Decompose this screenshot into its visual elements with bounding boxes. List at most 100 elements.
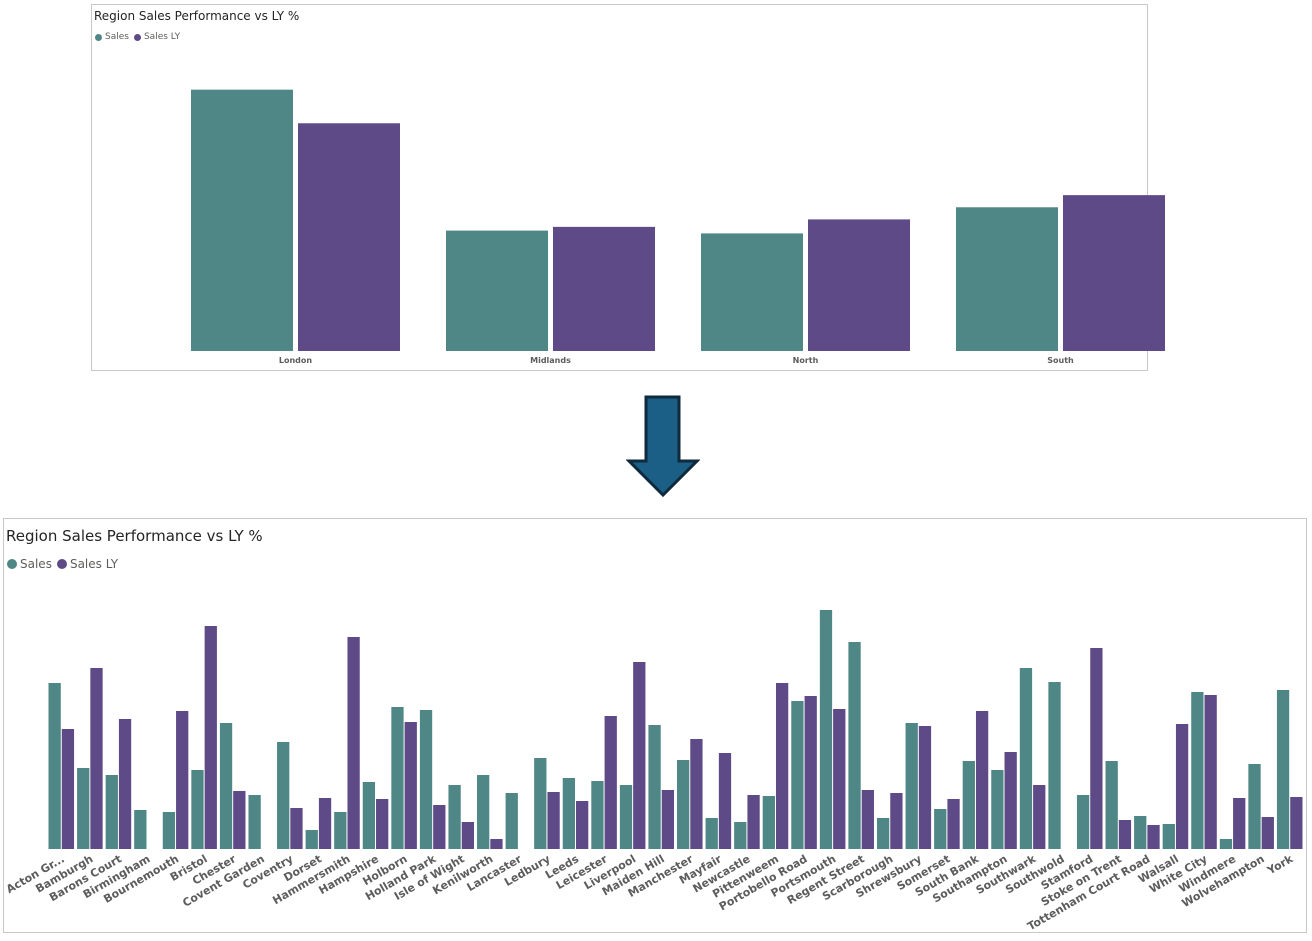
bar-sales-ly-london[interactable] [298, 123, 400, 352]
bar-sales-ly-somerset[interactable] [947, 799, 960, 849]
bar-sales-ly-york[interactable] [1290, 797, 1303, 849]
bar-sales-tottenham-court-road[interactable] [1134, 816, 1147, 849]
bar-sales-ly-windmere[interactable] [1233, 798, 1246, 849]
bar-sales-south-bank[interactable] [962, 761, 975, 849]
bar-sales-ly-south-bank[interactable] [975, 711, 989, 849]
bar-sales-ly-bristol[interactable] [204, 626, 217, 849]
bar-sales-lancaster[interactable] [505, 793, 518, 849]
bar-sales-ly-hammersmith[interactable] [347, 637, 360, 849]
bar-sales-leicester[interactable] [591, 781, 604, 849]
legend-item-sales[interactable]: Sales [7, 557, 52, 571]
bar-sales-midlands[interactable] [446, 230, 548, 351]
bottom-chart-title: Region Sales Performance vs LY % [6, 527, 263, 545]
bottom-chart-panel: Region Sales Performance vs LY % Sales S… [3, 518, 1307, 933]
bar-sales-ly-south[interactable] [1063, 195, 1165, 351]
bar-sales-manchester[interactable] [677, 760, 690, 849]
bar-sales-ly-southampton[interactable] [1004, 752, 1017, 849]
bar-sales-ly-southwark[interactable] [1033, 785, 1046, 849]
bar-sales-ly-midlands[interactable] [553, 226, 655, 351]
bar-sales-ly-liverpool[interactable] [633, 662, 646, 849]
bar-sales-ly-coventry[interactable] [290, 808, 303, 849]
bar-sales-ly-holland-park[interactable] [433, 805, 446, 849]
bar-sales-newcastle[interactable] [734, 822, 747, 849]
bar-sales-isle-of-wight[interactable] [448, 785, 461, 849]
bar-sales-shrewsbury[interactable] [905, 723, 918, 849]
bar-sales-ly-pittenweem[interactable] [775, 683, 789, 849]
tick-label-midlands: Midlands [530, 356, 571, 365]
bar-sales-ly-ledbury[interactable] [547, 792, 560, 849]
bar-sales-coventry[interactable] [277, 742, 290, 849]
bar-sales-ly-walsall[interactable] [1175, 724, 1189, 849]
bar-sales-ly-wolvehampton[interactable] [1261, 817, 1274, 849]
bar-sales-barons-court[interactable] [105, 775, 118, 849]
bar-sales-ly-dorset[interactable] [318, 798, 332, 849]
bar-sales-southampton[interactable] [991, 770, 1004, 849]
bar-sales-white-city[interactable] [1191, 692, 1204, 849]
top-chart-title: Region Sales Performance vs LY % [94, 9, 300, 23]
bar-sales-ly-newcastle[interactable] [747, 795, 760, 849]
bar-sales-stoke-on-trent[interactable] [1105, 761, 1118, 849]
bar-sales-hampshire[interactable] [362, 782, 376, 849]
bar-sales-ly-acton-gr[interactable] [61, 729, 75, 849]
bar-sales-ly-leeds[interactable] [576, 801, 589, 849]
bar-sales-southwark[interactable] [1019, 668, 1033, 849]
bar-sales-maiden-hill[interactable] [648, 725, 661, 849]
bar-sales-ly-kenilworth[interactable] [490, 839, 503, 849]
bar-sales-chester[interactable] [219, 723, 233, 849]
bar-sales-pittenweem[interactable] [762, 796, 775, 849]
legend-item-sales-ly[interactable]: Sales LY [133, 32, 180, 42]
bar-sales-dorset[interactable] [305, 830, 318, 849]
bar-sales-ly-maiden-hill[interactable] [661, 790, 674, 849]
bar-sales-ly-barons-court[interactable] [118, 719, 132, 849]
bar-sales-ly-holborn[interactable] [404, 722, 417, 849]
bar-sales-portobello-road[interactable] [791, 701, 804, 849]
bar-sales-bristol[interactable] [191, 770, 204, 849]
bar-sales-ly-stamford[interactable] [1090, 648, 1103, 849]
bar-sales-holborn[interactable] [391, 707, 404, 849]
bar-sales-ly-leicester[interactable] [604, 716, 617, 849]
bar-sales-north[interactable] [701, 233, 803, 351]
bar-sales-somerset[interactable] [934, 809, 947, 849]
bar-sales-holland-park[interactable] [419, 710, 433, 849]
bar-sales-portsmouth[interactable] [819, 610, 833, 849]
bar-sales-acton-gr[interactable] [48, 683, 61, 849]
bar-sales-ly-manchester[interactable] [690, 739, 703, 849]
bar-sales-bournemouth[interactable] [162, 812, 176, 849]
bar-sales-ly-stoke-on-trent[interactable] [1118, 820, 1132, 849]
bar-sales-ly-mayfair[interactable] [718, 753, 732, 849]
legend-item-sales-ly[interactable]: Sales LY [56, 557, 118, 571]
bar-sales-london[interactable] [191, 89, 293, 352]
bar-sales-ledbury[interactable] [534, 758, 547, 849]
bar-sales-ly-isle-of-wight[interactable] [461, 822, 475, 849]
bar-sales-ly-white-city[interactable] [1204, 695, 1217, 849]
bar-sales-ly-portsmouth[interactable] [833, 709, 846, 849]
bar-sales-birmingham[interactable] [134, 810, 147, 849]
bar-sales-ly-scarborough[interactable] [890, 793, 903, 849]
bar-sales-ly-shrewsbury[interactable] [918, 726, 932, 849]
bar-sales-scarborough[interactable] [876, 818, 890, 849]
legend-item-sales[interactable]: Sales [95, 32, 129, 42]
bar-sales-ly-bamburgh[interactable] [90, 668, 103, 849]
bar-sales-southwold[interactable] [1048, 682, 1061, 849]
bar-sales-wolvehampton[interactable] [1248, 764, 1261, 849]
bar-sales-ly-hampshire[interactable] [376, 799, 389, 849]
bar-sales-liverpool[interactable] [619, 785, 633, 849]
bar-sales-york[interactable] [1276, 690, 1290, 849]
bar-sales-bamburgh[interactable] [77, 768, 90, 849]
bar-sales-windmere[interactable] [1219, 839, 1233, 849]
bar-sales-hammersmith[interactable] [334, 812, 347, 849]
bar-sales-walsall[interactable] [1162, 824, 1175, 849]
bar-sales-leeds[interactable] [562, 778, 576, 849]
bar-sales-ly-tottenham-court-road[interactable] [1147, 825, 1160, 849]
bar-sales-ly-regent-street[interactable] [861, 790, 874, 849]
bar-sales-mayfair[interactable] [705, 818, 718, 849]
bar-sales-south[interactable] [956, 207, 1058, 351]
bar-sales-kenilworth[interactable] [477, 775, 490, 849]
bar-sales-ly-bournemouth[interactable] [176, 711, 189, 849]
bar-sales-regent-street[interactable] [848, 642, 861, 849]
bar-sales-ly-north[interactable] [808, 219, 910, 351]
bar-sales-ly-portobello-road[interactable] [804, 696, 817, 849]
bar-sales-ly-chester[interactable] [233, 791, 246, 849]
bar-sales-stamford[interactable] [1076, 795, 1090, 849]
bar-sales-covent-garden[interactable] [248, 795, 261, 849]
